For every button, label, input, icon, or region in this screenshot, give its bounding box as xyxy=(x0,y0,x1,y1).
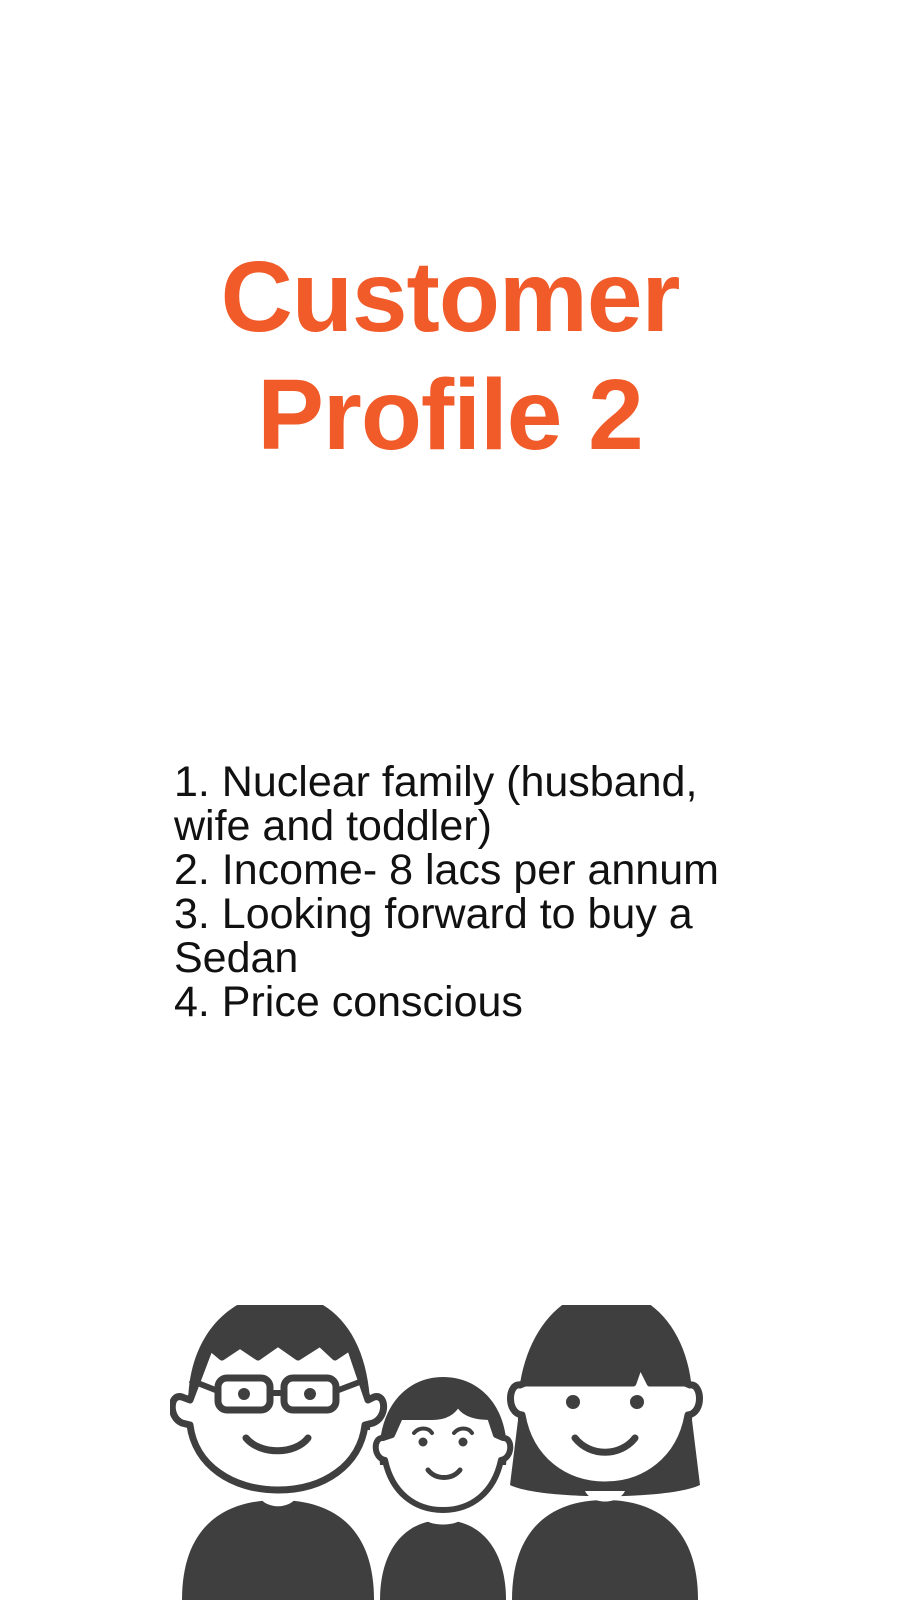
profile-point-3: 3. Looking forward to buy a Sedan xyxy=(174,890,693,982)
father-face xyxy=(170,1339,388,1507)
profile-point-1: 1. Nuclear family (husband, wife and tod… xyxy=(174,758,698,850)
mother-face xyxy=(507,1359,703,1502)
profile-point-2: 2. Income- 8 lacs per annum xyxy=(174,846,719,894)
profile-point-4: 4. Price conscious xyxy=(174,978,523,1026)
profile-points-list: 1. Nuclear family (husband, wife and tod… xyxy=(174,760,774,1024)
page-title: Customer Profile 2 xyxy=(0,238,900,474)
title-line-1: Customer xyxy=(220,241,681,353)
family-icon xyxy=(170,1305,703,1600)
child-face xyxy=(372,1400,514,1525)
title-line-2: Profile 2 xyxy=(257,359,644,471)
